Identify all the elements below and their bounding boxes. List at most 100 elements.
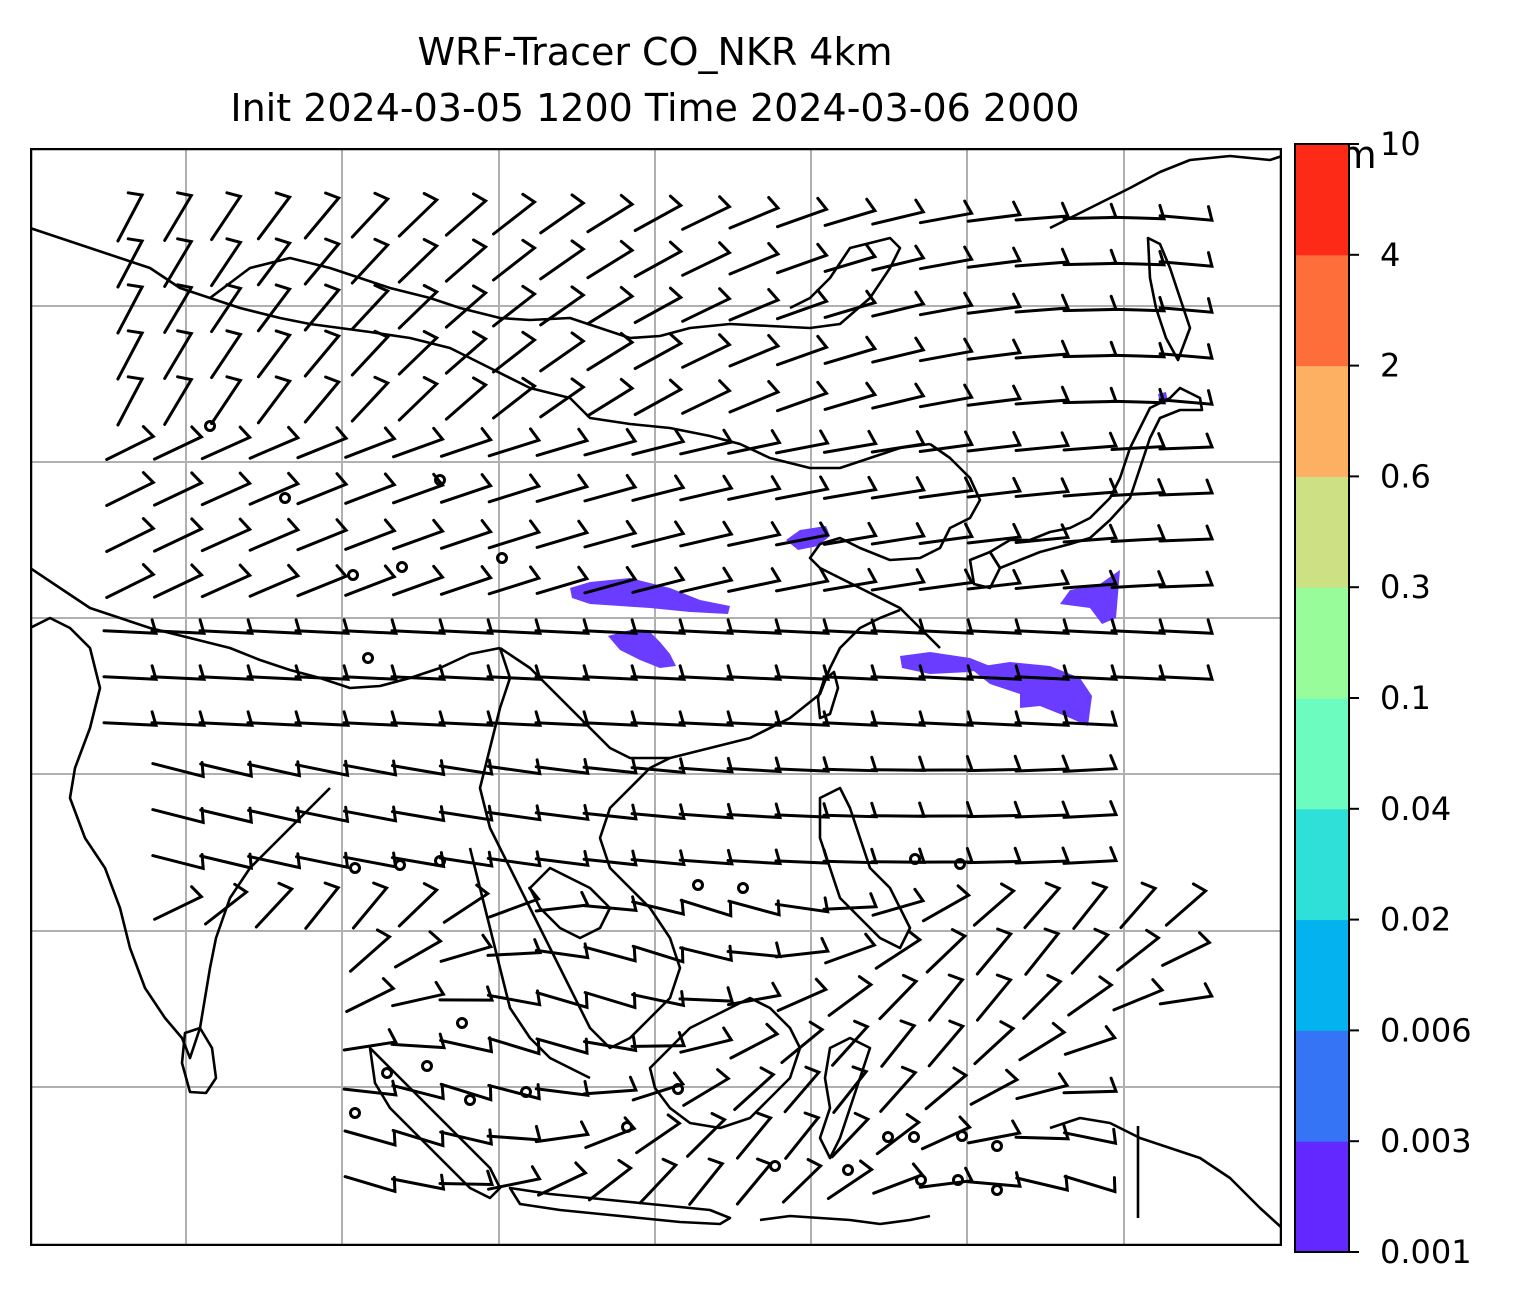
wind-barb — [871, 244, 926, 272]
colorbar-tick-label: 0.1 — [1380, 679, 1431, 717]
wind-barb — [918, 801, 975, 818]
calm-wind-circle — [842, 1164, 854, 1176]
wind-barb — [774, 664, 831, 681]
wind-barb — [392, 426, 445, 459]
calm-wind-circle — [908, 1131, 920, 1143]
wind-barb — [256, 375, 293, 425]
calm-wind-circle — [496, 552, 508, 564]
wind-barb — [870, 618, 927, 635]
wind-barb — [294, 618, 351, 635]
coastline-new-guinea — [1049, 1116, 1282, 1229]
wind-barb — [583, 566, 638, 595]
wind-barb — [824, 932, 877, 965]
wind-barb — [726, 618, 783, 635]
wind-barb — [918, 383, 974, 409]
wind-barb — [966, 430, 1023, 453]
wind-barb — [727, 521, 782, 547]
wind-barb — [973, 1020, 1016, 1066]
coastline-sri-lanka — [180, 1026, 218, 1095]
wind-barb — [390, 664, 447, 681]
wind-barb — [486, 618, 543, 635]
wind-barb — [492, 238, 538, 282]
coastline-south-china — [499, 608, 901, 760]
colorbar-block — [1295, 476, 1349, 588]
wind-barb — [827, 975, 874, 1017]
wind-barb — [1158, 251, 1214, 268]
wind-barb — [439, 1036, 494, 1054]
wind-barb — [256, 237, 293, 287]
calm-wind-circle — [421, 1060, 433, 1072]
wind-barb — [774, 802, 831, 819]
wind-barb — [679, 428, 734, 456]
wind-barb — [163, 375, 194, 426]
wind-barb — [976, 973, 1013, 1022]
calm-wind-circle — [692, 879, 704, 891]
tracer-plume-japan — [1060, 570, 1120, 624]
co-tracer-plumes — [570, 392, 1168, 726]
border-central-asia — [30, 226, 931, 470]
wind-barb — [204, 882, 250, 926]
wind-barb — [966, 384, 1023, 407]
colorbar-tick-label: 0.6 — [1380, 457, 1431, 495]
wind-barb — [1110, 664, 1167, 681]
wind-barb — [438, 804, 494, 822]
wind-barb — [679, 1026, 734, 1054]
wind-barb — [254, 881, 295, 929]
wind-barb — [248, 563, 301, 598]
wind-barb — [392, 564, 445, 597]
wind-barb — [1014, 247, 1071, 268]
wind-barb — [822, 618, 879, 635]
wind-barb — [972, 882, 1017, 927]
wind-barb — [150, 664, 207, 681]
calm-wind-circle — [909, 853, 921, 865]
wind-barb — [630, 618, 687, 635]
calm-wind-circle — [349, 862, 361, 874]
coastline-philippines — [818, 786, 912, 950]
wind-barb — [1023, 881, 1062, 930]
wind-barb — [390, 805, 446, 823]
calm-wind-circle — [991, 1184, 1003, 1196]
wind-barb — [631, 944, 685, 964]
wind-barb — [116, 375, 145, 427]
colorbar-tick-label: 0.04 — [1380, 790, 1451, 828]
colorbar-tick-label: 0.02 — [1380, 901, 1451, 939]
wind-barb — [1014, 523, 1071, 544]
wind-barb — [774, 936, 831, 959]
wind-barb — [303, 329, 342, 378]
wind-barb — [630, 757, 686, 775]
wind-barb — [583, 520, 638, 549]
wind-barb — [342, 664, 399, 681]
wind-barb — [1015, 1072, 1070, 1101]
wind-barb — [438, 985, 495, 1002]
wind-barb — [256, 329, 293, 379]
wind-barb — [1062, 294, 1119, 313]
wind-barb — [390, 618, 447, 635]
wind-barb — [582, 710, 639, 727]
wind-barb — [294, 710, 351, 727]
wind-barb — [294, 664, 351, 681]
wind-barb — [534, 890, 591, 913]
wind-barb — [1018, 1021, 1067, 1062]
wind-barb — [1062, 248, 1119, 267]
wind-barb — [1014, 385, 1071, 406]
wind-barb — [918, 618, 975, 635]
wind-barb — [582, 1075, 639, 1096]
wind-barb — [582, 803, 638, 821]
wind-barb — [1063, 1127, 1118, 1146]
wind-barb — [200, 563, 253, 599]
wind-barb — [918, 755, 975, 772]
wind-barb — [246, 618, 303, 635]
coastline-malay-peninsula — [468, 847, 591, 1080]
tracer-plume-south-china-west — [570, 578, 730, 614]
wind-barb — [1014, 618, 1071, 635]
wind-barb — [688, 1157, 725, 1206]
wind-barb — [342, 618, 399, 635]
colorbar-tick-label: 0.003 — [1380, 1122, 1472, 1160]
wind-barb — [633, 240, 684, 278]
wind-barb — [351, 881, 390, 930]
wind-barb — [163, 191, 194, 242]
wind-barb — [439, 933, 494, 963]
wind-barb — [199, 852, 253, 870]
wind-barb — [678, 664, 735, 681]
